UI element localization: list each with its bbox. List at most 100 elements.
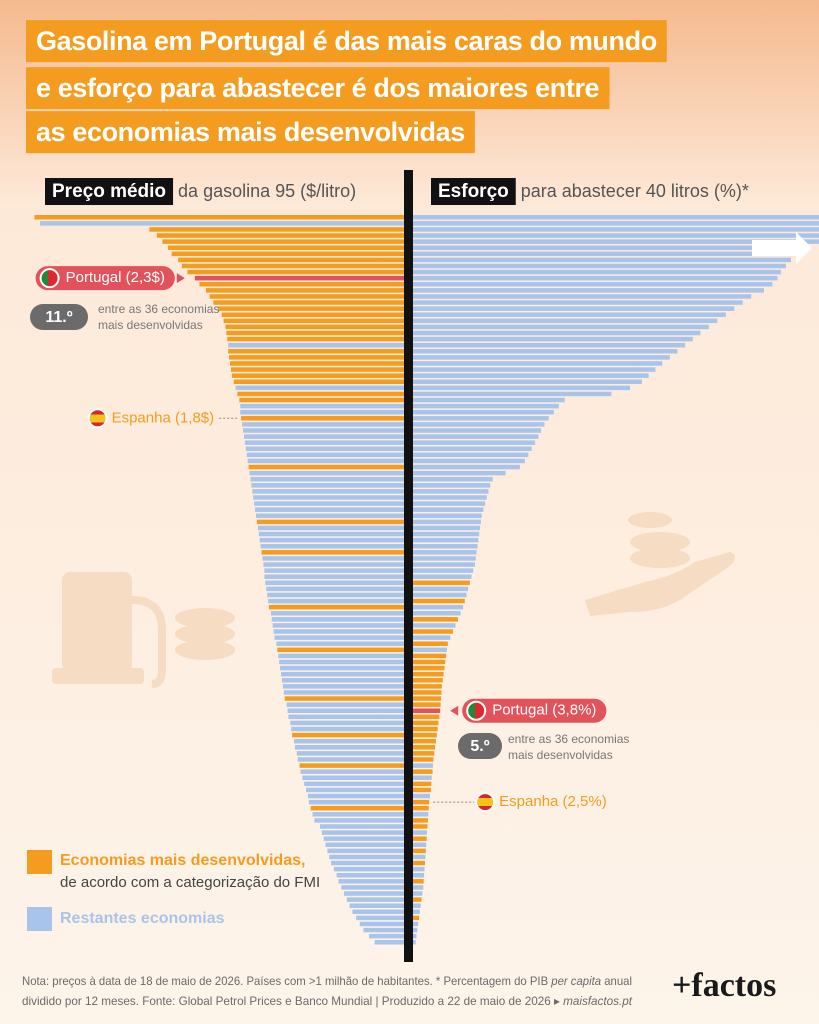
bar — [205, 288, 408, 293]
bar — [408, 300, 743, 305]
bar — [408, 592, 467, 598]
bar — [408, 550, 477, 555]
bar — [248, 464, 408, 470]
bar — [408, 483, 491, 488]
bar — [282, 684, 408, 689]
bar — [280, 665, 408, 671]
bar — [408, 915, 420, 921]
bar — [408, 562, 475, 567]
bar — [408, 294, 752, 299]
bar — [408, 903, 421, 908]
bar — [264, 574, 408, 579]
legend-label: Restantes economias — [60, 910, 225, 927]
bar — [408, 763, 433, 768]
bar — [359, 921, 408, 927]
bar — [408, 215, 819, 220]
bar — [408, 775, 432, 781]
bar — [245, 446, 408, 452]
bar — [408, 416, 549, 421]
label-pill — [35, 266, 175, 291]
bar — [408, 757, 434, 762]
logo: +factos — [672, 967, 776, 1004]
bar — [261, 550, 408, 555]
bar — [408, 653, 447, 659]
bar — [408, 696, 442, 701]
flag — [475, 792, 496, 813]
bar — [408, 647, 447, 653]
bar — [294, 745, 408, 750]
bar — [181, 263, 408, 269]
bar — [408, 361, 663, 366]
bar — [408, 598, 465, 604]
bar — [235, 385, 408, 391]
bar — [194, 275, 408, 281]
bar — [408, 842, 427, 848]
bar — [149, 227, 409, 232]
bar — [240, 403, 408, 409]
bar — [408, 848, 426, 854]
bar — [297, 757, 408, 762]
bar — [247, 458, 408, 464]
bar — [408, 708, 441, 713]
bar — [287, 708, 408, 713]
bar — [270, 611, 408, 616]
bar — [408, 275, 778, 281]
bar — [363, 927, 408, 933]
bar — [369, 933, 408, 939]
bar — [408, 239, 819, 244]
heading-box — [45, 178, 174, 206]
bar — [258, 531, 408, 537]
bar — [229, 355, 408, 360]
bar — [255, 507, 408, 512]
bar — [227, 336, 408, 342]
bar — [408, 507, 484, 512]
bar — [408, 611, 461, 616]
bar — [327, 848, 408, 854]
bar — [408, 355, 670, 360]
bar — [221, 312, 408, 317]
bar — [260, 543, 408, 549]
rank-note: entre as 36 economias — [508, 732, 629, 746]
footnote-part: Nota: preços à data de 18 de maio de 202… — [22, 974, 551, 988]
bar — [408, 324, 709, 330]
bar — [253, 495, 408, 500]
bar — [34, 215, 409, 220]
bar — [237, 391, 408, 397]
bar — [408, 909, 420, 915]
pointer — [450, 705, 459, 716]
bar — [296, 751, 408, 756]
bar — [408, 799, 430, 805]
bar — [281, 671, 408, 677]
bar — [408, 476, 493, 482]
bar — [312, 812, 408, 817]
bar — [408, 227, 819, 232]
bar — [408, 665, 445, 671]
bar — [281, 678, 408, 683]
rank-badge — [458, 733, 502, 759]
bar — [344, 891, 408, 896]
bar — [408, 495, 487, 500]
bar — [240, 409, 408, 415]
bar — [230, 361, 408, 366]
bar — [333, 866, 408, 872]
center-axis — [404, 170, 413, 962]
flag — [466, 700, 487, 721]
bar — [408, 690, 442, 695]
bar — [374, 940, 408, 945]
bar — [231, 373, 408, 378]
bar — [408, 781, 432, 787]
footnote-part: anual — [601, 974, 632, 988]
off-scale-arrow — [752, 232, 812, 264]
legend-swatch — [27, 850, 52, 874]
bar — [283, 690, 408, 695]
heading-bold: Preço médio — [52, 181, 166, 202]
bar — [408, 422, 545, 427]
bar — [271, 617, 408, 622]
bar — [262, 556, 408, 561]
bar — [325, 842, 408, 848]
legend-note: de acordo com a categorização do FMI — [60, 874, 320, 891]
bar — [268, 604, 408, 610]
bar — [408, 684, 442, 689]
bar — [162, 239, 408, 244]
bar — [408, 434, 539, 439]
